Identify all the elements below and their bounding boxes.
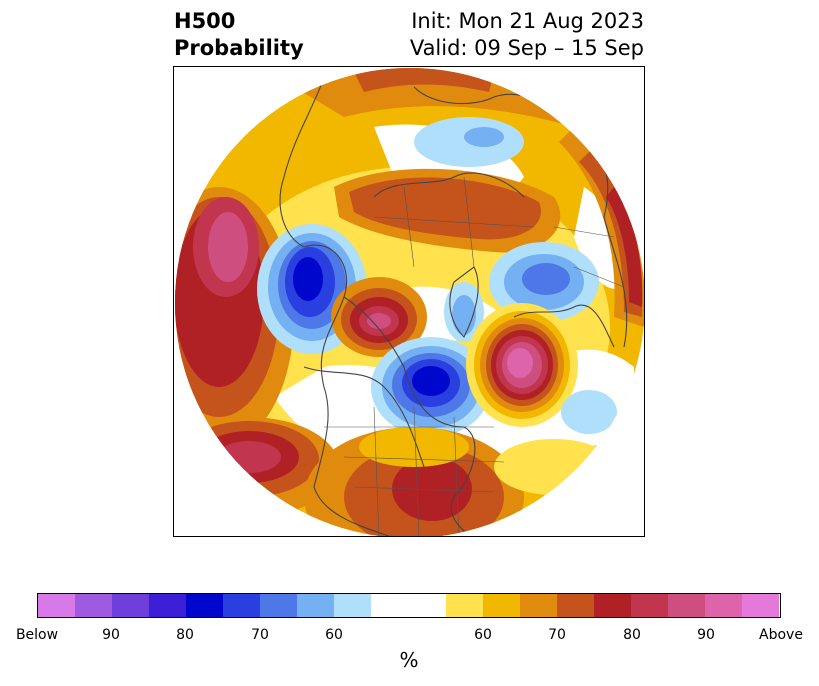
colorbar-unit-label: % (399, 648, 419, 672)
colorbar-tick-label: Above (759, 627, 803, 643)
init-date-label: Init: Mon 21 Aug 2023 (411, 9, 644, 33)
colorbar-segment (260, 594, 297, 617)
colorbar-segment (75, 594, 112, 617)
colorbar-tick-label: 80 (623, 627, 641, 643)
title-line-2: Probability (174, 36, 304, 60)
colorbar-segment (371, 594, 408, 617)
colorbar-segment (668, 594, 705, 617)
colorbar-segment (520, 594, 557, 617)
colorbar-tick-label: Below (15, 627, 59, 643)
colorbar-segment (223, 594, 260, 617)
colorbar-segment (112, 594, 149, 617)
borders (324, 176, 625, 536)
colorbar-segment (557, 594, 594, 617)
colorbar-tick-label: 80 (176, 627, 194, 643)
colorbar-tick-label: 70 (548, 627, 566, 643)
coastlines (279, 76, 628, 536)
map-frame (173, 66, 645, 537)
colorbar-segment (631, 594, 668, 617)
colorbar-tick-label: 70 (251, 627, 269, 643)
colorbar-segment (446, 594, 483, 617)
colorbar-segment (186, 594, 223, 617)
valid-range-label: Valid: 09 Sep – 15 Sep (409, 36, 644, 60)
colorbar-segment (483, 594, 520, 617)
colorbar (37, 593, 781, 618)
colorbar-segment (594, 594, 631, 617)
map-title: H500 Probability (174, 8, 304, 62)
colorbar-segment (38, 594, 75, 617)
colorbar-tick-label: 90 (102, 627, 120, 643)
colorbar-tick-label: 60 (325, 627, 343, 643)
colorbar-segment (705, 594, 742, 617)
colorbar-segment (408, 594, 446, 617)
valid-dates: Init: Mon 21 Aug 2023 Valid: 09 Sep – 15… (410, 8, 644, 62)
title-line-1: H500 (174, 9, 236, 33)
probability-map (175, 68, 644, 536)
colorbar-segment (742, 594, 779, 617)
colorbar-tick-label: 60 (474, 627, 492, 643)
colorbar-tick-label: 90 (697, 627, 715, 643)
colorbar-segment (334, 594, 371, 617)
colorbar-segment (149, 594, 186, 617)
colorbar-segment (297, 594, 334, 617)
